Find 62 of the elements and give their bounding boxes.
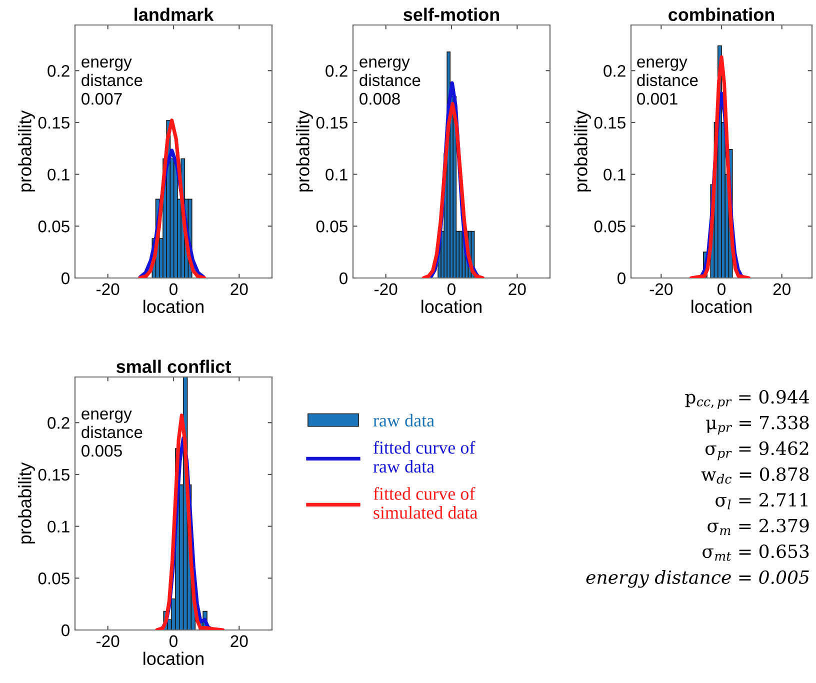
y-tick-label: 0.05 xyxy=(38,220,70,232)
y-tick-label: 0.1 xyxy=(48,520,70,533)
chart-title: landmark xyxy=(134,8,214,22)
annotation: energy distance 0.001 xyxy=(637,58,698,105)
y-tick-label: 0.15 xyxy=(38,116,70,129)
legend-label: raw data xyxy=(373,414,434,427)
y-tick-label: 0.15 xyxy=(38,468,70,481)
annotation: energy distance 0.007 xyxy=(82,58,142,105)
y-axis-title: probability xyxy=(296,110,313,192)
x-tick-label: -20 xyxy=(96,283,120,296)
line-series xyxy=(422,102,484,278)
text: σ$_{mt}$ = 0.653 xyxy=(702,544,809,561)
line-series xyxy=(155,414,225,630)
y-tick-label: 0.2 xyxy=(326,65,348,77)
y-tick-label: 0.2 xyxy=(48,417,70,429)
text: w$_{dc}$ = 0.878 xyxy=(701,467,809,484)
y-tick-label: 0 xyxy=(62,624,70,636)
y-tick-label: 0.2 xyxy=(48,65,70,77)
x-tick-label: 20 xyxy=(508,283,526,296)
chart-title: combination xyxy=(668,8,774,22)
x-axis-title: location xyxy=(144,300,204,314)
y-tick-label: 0.05 xyxy=(594,220,626,232)
y-tick-label: 0.1 xyxy=(326,168,348,181)
text: energy distance = 0.005 xyxy=(586,570,809,588)
text: σ$_{l}$ = 2.711 xyxy=(716,493,808,510)
x-tick-label: 20 xyxy=(230,635,248,648)
y-axis-title: probability xyxy=(574,110,591,192)
annotation: energy distance 0.008 xyxy=(360,58,420,105)
x-tick-label: 0 xyxy=(718,283,726,296)
text: σ$_{pr}$ = 9.462 xyxy=(705,441,808,460)
y-tick-label: 0 xyxy=(340,272,348,284)
x-tick-label: 20 xyxy=(230,283,248,296)
y-axis-title: probability xyxy=(18,462,35,544)
y-tick-label: 0.2 xyxy=(604,65,626,77)
y-tick-label: 0.05 xyxy=(316,220,348,232)
y-tick-label: 0 xyxy=(618,272,626,284)
x-tick-label: 0 xyxy=(170,283,178,296)
chart-title: small conflict xyxy=(116,360,231,374)
x-tick-label: 0 xyxy=(170,635,178,648)
y-tick-label: 0.1 xyxy=(48,168,70,181)
x-tick-label: 0 xyxy=(448,283,456,296)
text: μ$_{pr}$ = 7.338 xyxy=(706,416,809,435)
legend-label: fitted curve of raw data xyxy=(373,440,476,473)
y-tick-label: 0.05 xyxy=(38,572,70,584)
line-series xyxy=(138,118,206,278)
text: p$_{cc,pr}$ = 0.944 xyxy=(685,390,809,409)
x-axis-title: location xyxy=(422,300,482,314)
x-tick-label: -20 xyxy=(96,635,120,648)
y-axis-title: probability xyxy=(18,110,35,192)
y-tick-label: 0.15 xyxy=(316,116,348,129)
y-tick-label: 0.15 xyxy=(594,116,626,129)
legend-label: fitted curve of simulated data xyxy=(374,486,478,519)
chart-title: self-motion xyxy=(403,8,500,22)
text: σ$_{m}$ = 2.379 xyxy=(708,518,809,535)
x-tick-label: 20 xyxy=(773,283,790,296)
x-axis-title: location xyxy=(692,300,752,314)
annotation: energy distance 0.005 xyxy=(82,410,142,457)
y-tick-label: 0.1 xyxy=(604,168,626,181)
x-tick-label: -20 xyxy=(374,283,398,296)
x-tick-label: -20 xyxy=(650,283,673,296)
y-tick-label: 0 xyxy=(62,272,70,284)
x-axis-title: location xyxy=(144,652,204,666)
